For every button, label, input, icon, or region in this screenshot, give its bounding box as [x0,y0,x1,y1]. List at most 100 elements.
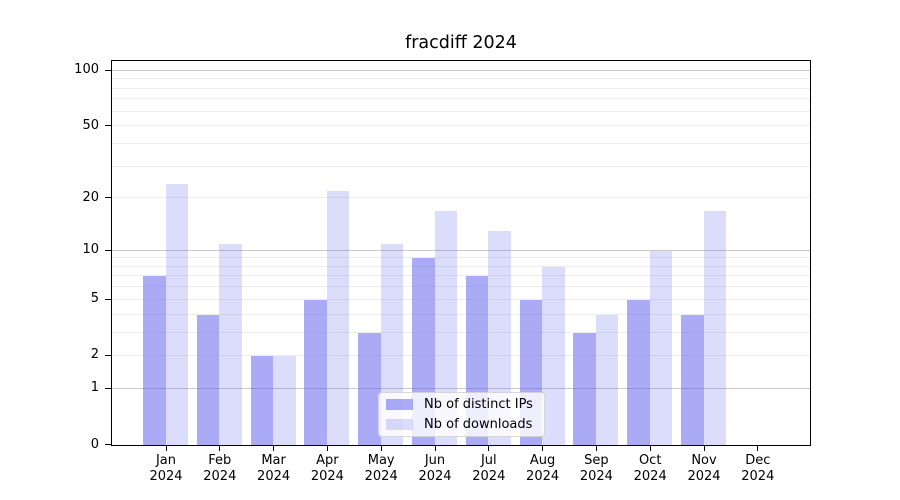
x-tick-label-dec: Dec 2024 [728,453,788,485]
x-tick-mark-jul [488,446,490,451]
minor-gridline-60 [112,110,810,112]
x-tick-label-aug: Aug 2024 [513,453,573,485]
x-tick-label-nov: Nov 2024 [674,453,734,485]
bar-downloads-mar [273,355,296,445]
bar-downloads-sep [595,314,619,445]
x-tick-year: 2024 [472,469,506,484]
minor-gridline-90 [112,78,810,80]
y-tick-mark-5 [105,298,112,300]
minor-gridline-8 [112,265,810,267]
y-tick-mark-50 [105,125,112,127]
x-tick-month: Apr [316,453,339,468]
y-tick-label-5: 5 [90,291,99,307]
x-tick-month: Jul [480,453,497,468]
x-tick-label-mar: Mar 2024 [244,453,304,485]
y-tick-label-50: 50 [82,117,99,133]
x-tick-month: Sep [584,453,609,468]
x-tick-mark-jun [434,446,436,451]
x-tick-month: Jan [155,453,177,468]
x-tick-label-apr: Apr 2024 [297,453,357,485]
x-tick-year: 2024 [364,469,398,484]
x-tick-year: 2024 [579,469,613,484]
x-tick-month: Jun [424,453,446,468]
x-tick-label-jul: Jul 2024 [459,453,519,485]
legend-swatch-downloads [386,419,413,430]
y-tick-label-100: 100 [74,62,99,78]
y-tick-label-1: 1 [90,380,99,396]
y-tick-label-2: 2 [90,347,99,363]
y-tick-mark-10 [105,249,112,251]
bar-downloads-jun [434,210,457,445]
minor-gridline-70 [112,98,810,100]
x-tick-month: Mar [261,453,286,468]
x-tick-year: 2024 [257,469,291,484]
x-tick-month: Oct [638,453,662,468]
minor-gridline-50 [112,125,810,127]
legend-label-downloads: Nb of downloads [424,417,533,432]
minor-gridline-4 [112,313,810,315]
x-tick-year: 2024 [526,469,560,484]
x-tick-year: 2024 [310,469,344,484]
x-tick-mark-sep [595,446,598,451]
major-gridline-1 [112,387,810,389]
legend: Nb of distinct IPs Nb of downloads [378,392,545,437]
x-tick-month: Aug [529,453,556,468]
x-tick-mark-apr [326,446,329,451]
bar-distinct-ips-mar [250,355,274,445]
minor-gridline-80 [112,87,810,89]
x-tick-mark-nov [703,446,705,451]
y-tick-label-20: 20 [82,189,99,205]
y-tick-label-0: 0 [90,436,99,452]
minor-gridline-20 [112,197,810,199]
x-tick-year: 2024 [149,469,183,484]
x-tick-mark-dec [757,446,759,451]
x-tick-month: Feb [208,453,232,468]
y-tick-mark-0 [105,444,112,446]
bar-distinct-ips-oct [627,299,650,445]
x-tick-label-may: May 2024 [351,453,411,485]
chart-title: fracdiff 2024 [405,33,517,53]
x-tick-mark-feb [219,446,221,451]
bar-downloads-aug [542,266,565,445]
x-tick-mark-mar [273,446,275,451]
legend-label-distinct-ips: Nb of distinct IPs [424,397,533,412]
minor-gridline-7 [112,275,810,277]
bar-downloads-oct [649,250,673,445]
x-tick-year: 2024 [418,469,452,484]
y-tick-label-10: 10 [82,242,99,257]
x-tick-year: 2024 [633,469,667,484]
bar-distinct-ips-feb [196,314,220,445]
minor-gridline-6 [112,286,810,288]
x-tick-month: May [367,453,395,468]
y-tick-mark-20 [105,197,112,199]
bar-distinct-ips-sep [573,332,596,445]
x-tick-mark-aug [542,446,544,451]
bar-downloads-nov [703,210,726,445]
x-tick-month: Dec [745,453,771,468]
bar-distinct-ips-may [358,332,381,445]
plot-area [111,60,811,446]
y-tick-mark-100 [105,69,112,71]
x-tick-mark-jan [165,446,167,451]
x-tick-label-jan: Jan 2024 [136,453,196,485]
minor-gridline-9 [112,257,810,259]
bar-downloads-feb [219,243,242,445]
minor-gridline-5 [112,298,810,300]
x-tick-year: 2024 [687,469,721,484]
major-gridline-100 [112,69,810,71]
x-tick-mark-may [380,446,382,451]
legend-swatch-distinct-ips [386,399,413,410]
x-tick-month: Nov [691,453,717,468]
bar-distinct-ips-jan [143,276,166,445]
x-tick-label-sep: Sep 2024 [566,453,626,485]
x-tick-label-feb: Feb 2024 [190,453,250,485]
x-tick-label-jun: Jun 2024 [405,453,465,485]
x-tick-mark-oct [649,446,651,451]
bar-downloads-jul [488,231,511,445]
major-gridline-10 [112,249,810,251]
bar-distinct-ips-apr [304,299,327,445]
legend-item-distinct-ips: Nb of distinct IPs [379,395,544,415]
x-tick-year: 2024 [741,469,775,484]
x-tick-label-oct: Oct 2024 [620,453,680,485]
